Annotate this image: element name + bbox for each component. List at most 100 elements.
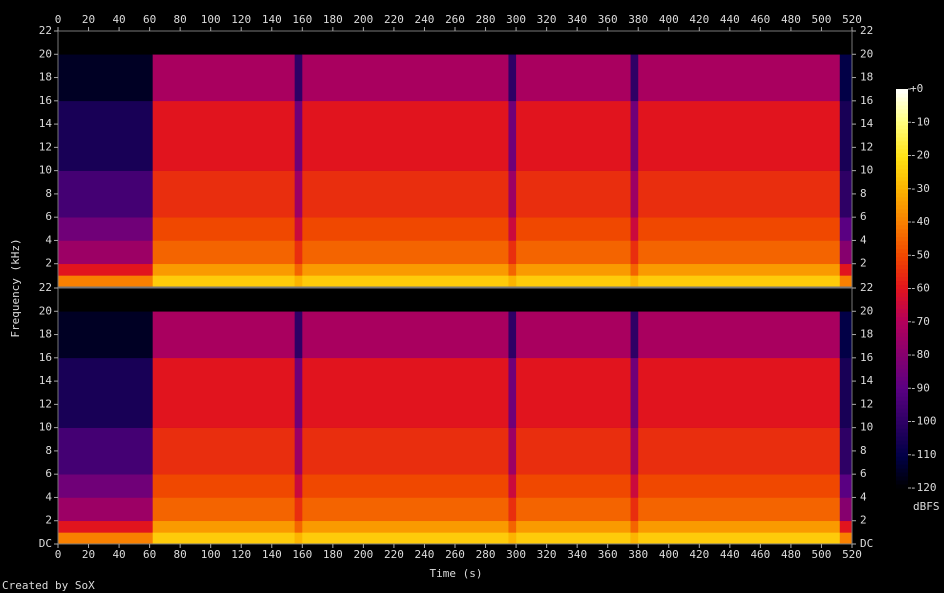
spectrum-cell <box>302 275 509 288</box>
spectrum-cell <box>839 288 853 312</box>
colorbar-swatch <box>896 328 908 333</box>
spectrum-cell <box>630 100 639 171</box>
colorbar-swatch <box>896 112 908 118</box>
x-tick-label: 520 <box>842 13 862 26</box>
y-tick-label: 20 <box>860 47 873 60</box>
x-tick-label: 300 <box>506 548 526 561</box>
colorbar-swatch <box>896 368 908 373</box>
x-tick-label: 200 <box>353 13 373 26</box>
colorbar-swatch <box>896 152 908 158</box>
spectrum-cell <box>508 275 517 288</box>
colorbar-swatch <box>896 448 908 453</box>
spectrum-cell <box>839 170 853 218</box>
spectrum-cell <box>152 497 295 522</box>
spectrum-cell <box>294 275 303 288</box>
colorbar-swatch <box>896 424 908 429</box>
colorbar-swatch <box>896 240 908 246</box>
colorbar-swatch <box>896 388 908 393</box>
colorbar-swatch <box>896 144 908 150</box>
x-tick-label: 420 <box>689 548 709 561</box>
spectrum-cell <box>508 532 517 545</box>
spectrum-cell <box>302 427 509 475</box>
x-tick-label: 480 <box>781 548 801 561</box>
x-tick-label: 20 <box>82 13 95 26</box>
y-tick-label: 12 <box>39 140 52 153</box>
spectrum-cell <box>58 240 153 265</box>
spectrum-cell <box>294 520 303 533</box>
x-axis-label: Time (s) <box>430 567 483 580</box>
colorbar-swatch <box>896 220 908 226</box>
spectrum-cell <box>516 170 631 218</box>
colorbar-swatch <box>896 340 908 345</box>
x-tick-label: 360 <box>598 13 618 26</box>
spectrum-cell <box>638 288 841 312</box>
y-tick-label: 22 <box>860 24 873 37</box>
spectrum-cell <box>638 54 841 102</box>
colorbar-swatch <box>896 288 908 293</box>
x-tick-label: 60 <box>143 13 156 26</box>
x-tick-label: 520 <box>842 548 862 561</box>
colorbar-swatch <box>896 400 908 405</box>
colorbar-swatch <box>896 124 908 130</box>
colorbar-swatch <box>896 344 908 349</box>
spectrum-cell <box>294 311 303 359</box>
spectrum-cell <box>638 427 841 475</box>
y-tick-label: 22 <box>860 281 873 294</box>
y-tick-label: 18 <box>39 71 52 84</box>
colorbar-swatch <box>896 96 908 102</box>
footer: Created by SoX <box>2 579 95 592</box>
x-tick-label: 160 <box>292 548 312 561</box>
colorbar-swatch <box>896 116 908 122</box>
x-tick-label: 0 <box>55 13 62 26</box>
colorbar-swatch <box>896 292 908 297</box>
y-tick-label: 20 <box>860 304 873 317</box>
spectrum-cell <box>638 100 841 171</box>
y-tick-label: 12 <box>860 140 873 153</box>
colorbar-swatch <box>896 172 908 178</box>
spectrum-cell <box>839 275 853 288</box>
y-tick-label: 12 <box>860 397 873 410</box>
colorbar-swatch <box>896 100 908 106</box>
colorbar-swatch <box>896 120 908 126</box>
y-tick-label: 16 <box>39 94 52 107</box>
y-tick-label: 6 <box>860 467 867 480</box>
spectrum-cell <box>294 217 303 241</box>
spectrum-cell <box>839 427 853 475</box>
y-tick-label: 14 <box>39 117 53 130</box>
x-tick-label: 200 <box>353 548 373 561</box>
y-tick-label: 10 <box>39 421 52 434</box>
spectrum-cell <box>638 357 841 428</box>
colorbar-tick-label: -70 <box>910 315 930 328</box>
colorbar-swatch <box>896 436 908 441</box>
colorbar-swatch <box>896 89 908 94</box>
x-tick-label: 460 <box>750 548 770 561</box>
spectrum-cell <box>516 31 631 55</box>
colorbar-swatch <box>896 352 908 357</box>
spectrum-cell <box>516 427 631 475</box>
y-tick-label: 4 <box>860 233 867 246</box>
colorbar-swatch <box>896 260 908 266</box>
colorbar-swatch <box>896 376 908 381</box>
y-tick-label: 16 <box>860 94 873 107</box>
colorbar-tick-label: -110 <box>910 448 937 461</box>
colorbar-swatch <box>896 92 908 98</box>
x-tick-label: 240 <box>415 13 435 26</box>
colorbar-swatch <box>896 324 908 329</box>
colorbar-swatch <box>896 384 908 389</box>
spectrum-cell <box>630 170 639 218</box>
spectrum-cell <box>302 357 509 428</box>
y-tick-label: 2 <box>860 257 867 270</box>
colorbar-swatch <box>896 168 908 174</box>
colorbar-swatch <box>896 160 908 166</box>
spectrum-cell <box>516 532 631 545</box>
spectrum-cell <box>508 54 517 102</box>
y-tick-label: 8 <box>860 444 867 457</box>
colorbar-swatch <box>896 416 908 421</box>
colorbar-tick-label: -40 <box>910 215 930 228</box>
y-tick-label: 22 <box>39 24 52 37</box>
spectrum-cell <box>58 263 153 276</box>
colorbar-swatch <box>896 444 908 449</box>
spectrum-cell <box>302 532 509 545</box>
x-tick-label: 100 <box>201 13 221 26</box>
colorbar-swatch <box>896 300 908 305</box>
